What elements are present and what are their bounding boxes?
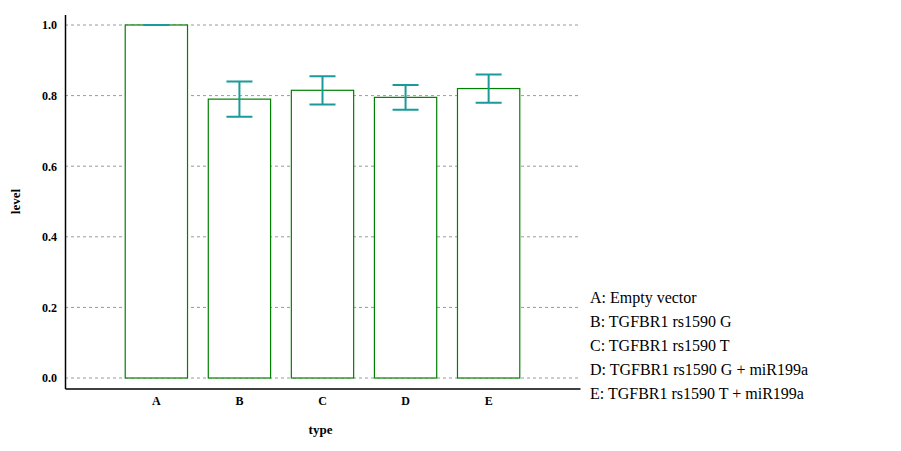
error-bar-path xyxy=(226,81,252,116)
error-bar xyxy=(393,85,419,110)
error-bar-path xyxy=(143,24,169,26)
y-tick-label: 0.2 xyxy=(42,301,57,315)
x-tick-label: B xyxy=(235,394,243,408)
error-bar xyxy=(310,76,336,104)
y-axis-line xyxy=(65,15,67,389)
bar xyxy=(291,90,353,378)
bar xyxy=(457,89,519,378)
annotations: A: Empty vector B: TGFBR1 rs1590 G C: TGFB… xyxy=(590,289,808,402)
annotation: B: TGFBR1 rs1590 G xyxy=(590,313,732,330)
grid xyxy=(65,25,580,378)
x-axis: A B C D E xyxy=(66,389,581,409)
annotation: C: TGFBR1 rs1590 T xyxy=(590,337,730,354)
error-bar xyxy=(476,74,502,102)
x-tick: B xyxy=(235,389,243,409)
y-tick-label: 0.0 xyxy=(42,371,57,385)
y-tick: 1.0 xyxy=(42,18,65,32)
x-tick: C xyxy=(318,389,327,409)
y-tick-label: 0.4 xyxy=(42,230,57,244)
y-tick: 0.4 xyxy=(42,230,65,244)
error-bar-path xyxy=(393,85,419,110)
y-tick: 0.2 xyxy=(42,301,65,315)
x-tick: E xyxy=(485,389,493,409)
error-bar-path xyxy=(310,76,336,104)
y-axis: 0.0 0.2 0.4 0.6 0.8 1.0 xyxy=(42,15,66,389)
x-tick-label: D xyxy=(401,394,410,408)
bar xyxy=(374,97,436,378)
x-axis-line xyxy=(66,388,581,390)
chart: 0.0 0.2 0.4 0.6 0.8 1.0 A B C D Etype level A: Empty… xyxy=(0,0,901,451)
annotation: A: Empty vector xyxy=(590,289,697,307)
y-tick-label: 1.0 xyxy=(42,18,57,32)
y-axis-title: level xyxy=(8,188,23,214)
y-tick: 0.6 xyxy=(42,160,65,174)
x-axis-title: type xyxy=(309,422,333,437)
x-tick-label: E xyxy=(485,394,493,408)
y-tick: 0.0 xyxy=(42,371,65,385)
bar xyxy=(208,99,270,378)
annotation: E: TGFBR1 rs1590 T + miR199a xyxy=(590,385,804,402)
marks xyxy=(125,25,520,378)
y-tick-label: 0.6 xyxy=(42,160,57,174)
x-tick: A xyxy=(152,389,161,409)
annotation: D: TGFBR1 rs1590 G + miR199a xyxy=(590,361,808,378)
bar xyxy=(125,25,187,378)
x-tick-label: C xyxy=(318,394,327,408)
y-tick: 0.8 xyxy=(42,89,65,103)
error-bar xyxy=(226,81,252,116)
y-tick-label: 0.8 xyxy=(42,89,57,103)
x-tick: D xyxy=(401,389,410,409)
error-bar xyxy=(143,25,169,26)
x-tick-label: A xyxy=(152,394,161,408)
error-bar-path xyxy=(476,74,502,102)
